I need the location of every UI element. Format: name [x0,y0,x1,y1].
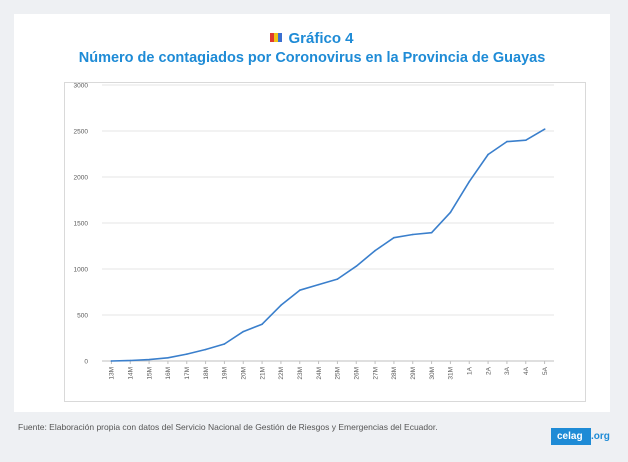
x-tick-label: 22M [278,367,285,380]
data-point [468,180,471,183]
data-point [487,153,489,156]
y-tick-label: 500 [77,313,88,320]
celag-logo-suffix[interactable]: .org [591,431,610,442]
data-point [430,231,433,234]
ecuador-flag-icon [270,33,283,42]
y-tick-label: 2000 [74,175,89,182]
x-tick-label: 27M [372,367,379,380]
data-point [261,323,263,326]
data-point [204,348,207,351]
x-tick-label: 13M [109,367,116,380]
plot-area [64,82,586,402]
data-point [336,278,339,280]
x-tick-label: 3A [504,366,511,375]
x-tick-label: 19M [222,367,229,380]
data-point [393,236,395,239]
x-tick-label: 23M [297,367,304,380]
x-tick-label: 30M [429,367,436,380]
x-tick-label: 2A [485,366,492,375]
data-point [167,356,169,359]
data-point [317,283,320,286]
data-point [355,265,358,268]
data-point [298,289,301,291]
data-point [129,359,132,362]
chart-subtitle: Número de contagiados por Coronovirus en… [78,50,546,66]
x-tick-label: 26M [354,367,361,380]
data-point [543,128,546,130]
data-point [148,358,150,361]
x-tick-label: 14M [128,367,135,380]
chart-panel: Gráfico 4 Número de contagiados por Coro… [14,14,610,412]
x-tick-label: 29M [410,367,417,380]
chart-title: Gráfico 4 [14,30,610,47]
line-chart: 0 500 1000 1500 2000 2500 3000 13M 14M 15M 16M 17M 1… [74,83,554,380]
series-line [110,128,546,362]
x-tick-label: 31M [448,367,455,380]
data-point [280,304,282,307]
y-tick-label: 3000 [74,83,89,90]
x-tick-label: 24M [316,367,323,380]
x-tick-label: 16M [165,367,172,380]
x-tick-label: 21M [259,367,266,380]
chart-title-text: Gráfico 4 [288,30,354,47]
x-tick-label: 1A [467,366,474,375]
x-tick-label: 17M [184,367,191,380]
x-tick-label: 4A [523,366,530,375]
data-point [506,140,508,143]
data-point [223,343,226,345]
x-tick-label: 15M [146,367,153,380]
x-tick-label: 20M [241,367,248,380]
data-point [242,330,245,333]
data-point [185,353,188,355]
data-point [110,360,113,362]
data-point [374,249,376,252]
y-tick-label: 1500 [74,221,89,228]
source-note: Fuente: Elaboración propia con datos del… [18,422,438,432]
data-point [449,211,452,214]
x-tick-label: 5A [542,366,549,375]
y-tick-label: 2500 [74,129,89,136]
x-tick-label: 28M [391,367,398,380]
x-tick-label: 18M [203,367,210,380]
y-tick-label: 0 [84,359,88,366]
celag-logo[interactable]: celag [551,428,591,445]
y-tick-label: 1000 [74,267,89,274]
data-point [411,233,414,236]
x-tick-label: 25M [335,367,342,380]
data-point [524,139,527,141]
